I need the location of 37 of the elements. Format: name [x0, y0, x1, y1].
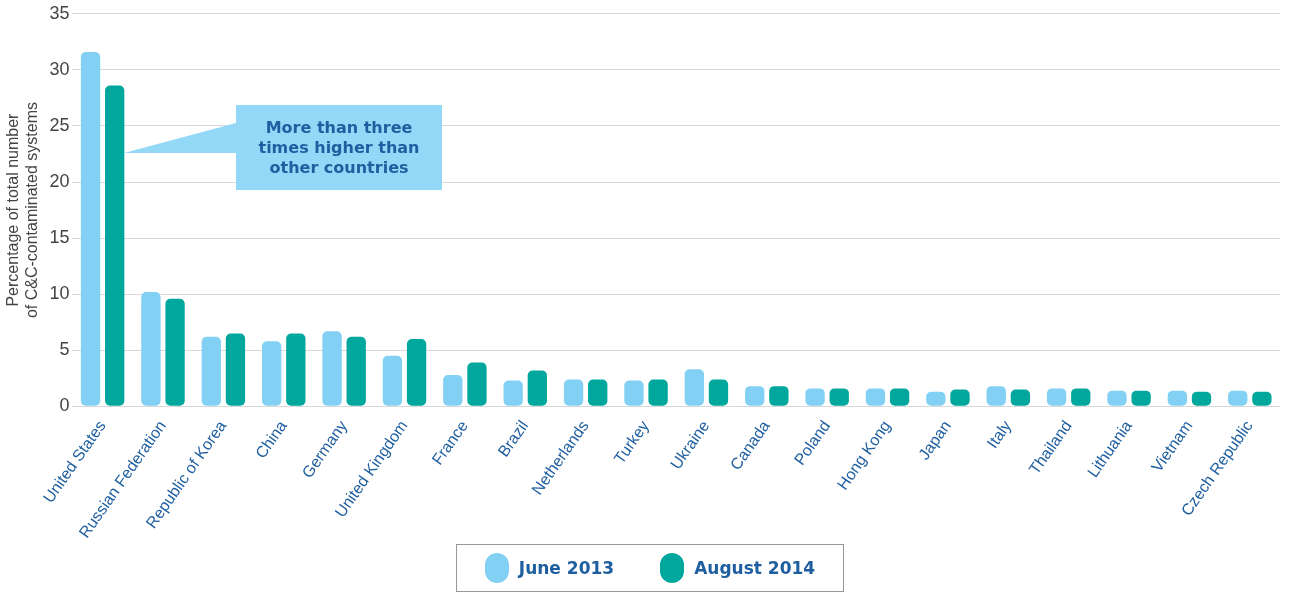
bar — [986, 386, 1006, 406]
y-tick-label: 15 — [49, 227, 70, 248]
bar — [322, 331, 342, 406]
y-tick-label: 25 — [49, 114, 70, 135]
y-tick-label: 35 — [49, 2, 70, 23]
legend-label: June 2013 — [518, 558, 615, 578]
bar — [80, 51, 101, 406]
bar — [286, 333, 306, 406]
bar — [648, 379, 668, 406]
y-tick-label: 0 — [59, 395, 70, 416]
bar — [467, 362, 487, 406]
bar — [262, 341, 282, 406]
bar — [563, 379, 584, 406]
x-tick-label: Italy — [983, 417, 1015, 452]
bar — [684, 369, 704, 406]
y-tick-label: 10 — [49, 283, 70, 304]
legend-label: August 2014 — [694, 558, 816, 578]
bar — [745, 386, 765, 406]
bar — [503, 380, 523, 406]
y-axis-title: Percentage of total number of C&C-contaminated systems — [4, 102, 41, 319]
bar — [406, 339, 427, 406]
bar — [105, 85, 125, 406]
bar — [527, 370, 547, 406]
y-tick-label: 5 — [59, 339, 70, 360]
y-tick-label: 20 — [49, 171, 70, 191]
bar — [708, 379, 729, 406]
bar — [769, 386, 789, 406]
bar — [382, 355, 403, 406]
bar — [346, 336, 366, 406]
bar — [443, 374, 463, 406]
y-tick-label: 30 — [49, 58, 70, 79]
bar — [225, 333, 246, 406]
bar — [141, 291, 161, 406]
bar — [624, 380, 644, 406]
bar — [201, 336, 221, 406]
bar — [588, 379, 608, 406]
bar — [165, 298, 185, 406]
